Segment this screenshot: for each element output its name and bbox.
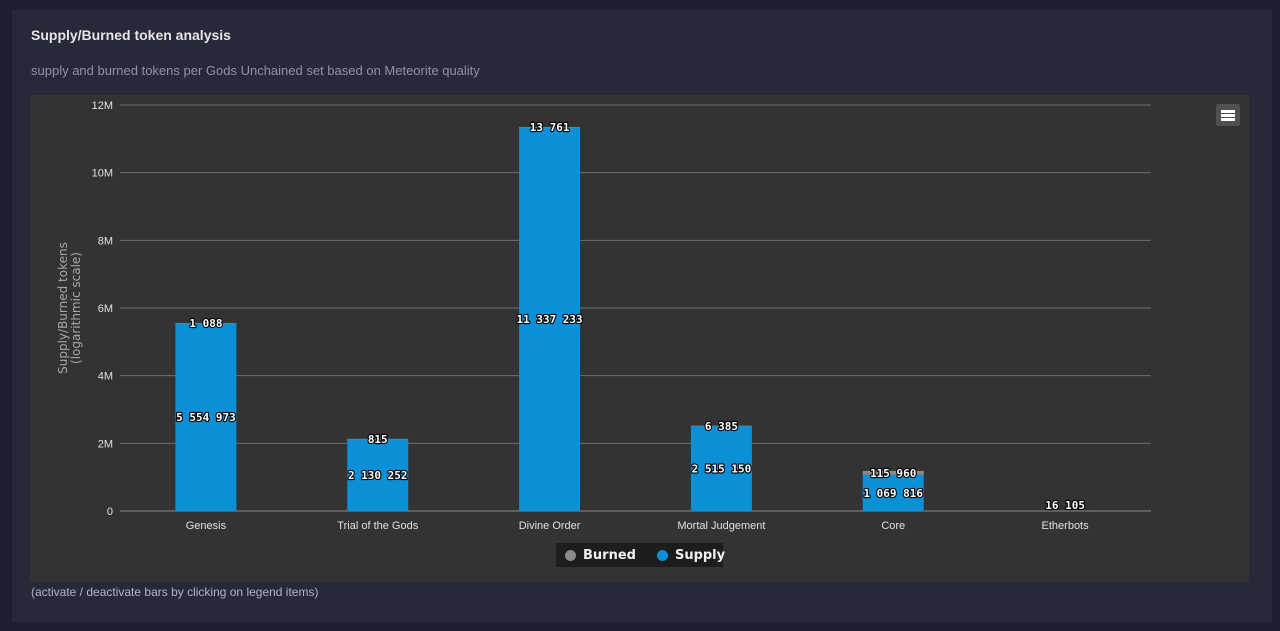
data-label: 13 761 bbox=[530, 121, 570, 134]
x-tick-label: Trial of the Gods bbox=[337, 520, 418, 532]
data-label: 16 105 bbox=[1045, 499, 1085, 512]
chart-subtitle: supply and burned tokens per Gods Unchai… bbox=[31, 63, 480, 78]
burned-dot-icon bbox=[565, 549, 576, 561]
y-tick-label: 10M bbox=[92, 168, 113, 180]
data-label: 815 bbox=[368, 433, 388, 446]
supply-bar bbox=[175, 323, 237, 511]
x-tick-label: Genesis bbox=[186, 520, 227, 532]
legend-burned-label: Burned bbox=[583, 547, 636, 563]
legend-item-supply[interactable]: Supply bbox=[656, 547, 726, 563]
supply-bar bbox=[862, 474, 924, 511]
chart-area: 0 2M 4M 6M 8M 10M 12M Supply/Burned tokens(loga… bbox=[30, 95, 1249, 582]
hamburger-icon bbox=[1221, 114, 1235, 117]
data-label: 11 337 233 bbox=[516, 313, 582, 326]
y-tick-label: 12M bbox=[92, 100, 113, 112]
data-label: 1 088 bbox=[189, 317, 222, 330]
burned-bar bbox=[862, 470, 924, 475]
data-label: 1 069 816 bbox=[863, 487, 923, 500]
burned-bar bbox=[175, 323, 237, 324]
data-label: 6 385 bbox=[705, 420, 738, 433]
supply-bar bbox=[690, 425, 752, 511]
data-label: 5 554 973 bbox=[176, 411, 236, 424]
data-label: 2 130 252 bbox=[348, 469, 408, 482]
legend-supply-label: Supply bbox=[674, 547, 726, 563]
data-label: 2 515 150 bbox=[692, 462, 752, 475]
supply-bar bbox=[519, 127, 581, 511]
burned-bar bbox=[347, 438, 409, 440]
supply-dot-icon bbox=[656, 549, 668, 561]
legend-item-burned[interactable]: Burned bbox=[565, 548, 636, 563]
chart-menu-button[interactable] bbox=[1216, 104, 1240, 126]
footer-note: (activate / deactivate bars by clicking … bbox=[31, 585, 319, 599]
chart-legend: Burned Supply bbox=[556, 543, 726, 567]
y-tick-label: 4M bbox=[98, 371, 113, 383]
hamburger-icon bbox=[1221, 110, 1235, 113]
y-tick-label: 2M bbox=[98, 438, 113, 450]
x-tick-label: Etherbots bbox=[1042, 520, 1090, 532]
y-tick-label: 0 bbox=[107, 506, 113, 518]
burned-bar bbox=[690, 425, 752, 427]
supply-bar bbox=[347, 438, 409, 511]
data-label: 115 960 bbox=[870, 467, 916, 480]
chart-title: Supply/Burned token analysis bbox=[31, 27, 231, 43]
y-tick-label: 8M bbox=[98, 235, 113, 247]
x-tick-label: Mortal Judgement bbox=[677, 520, 765, 532]
y-axis-title: Supply/Burned tokens(logarithmic scale) bbox=[56, 242, 83, 374]
burned-bar bbox=[519, 126, 581, 128]
hamburger-icon bbox=[1221, 118, 1235, 121]
burned-bar bbox=[1034, 510, 1096, 511]
x-tick-label: Divine Order bbox=[519, 520, 581, 532]
y-tick-label: 6M bbox=[98, 303, 113, 315]
x-tick-label: Core bbox=[881, 520, 905, 532]
bar-chart: 0 2M 4M 6M 8M 10M 12M Supply/Burned tokens(loga… bbox=[56, 100, 1151, 532]
